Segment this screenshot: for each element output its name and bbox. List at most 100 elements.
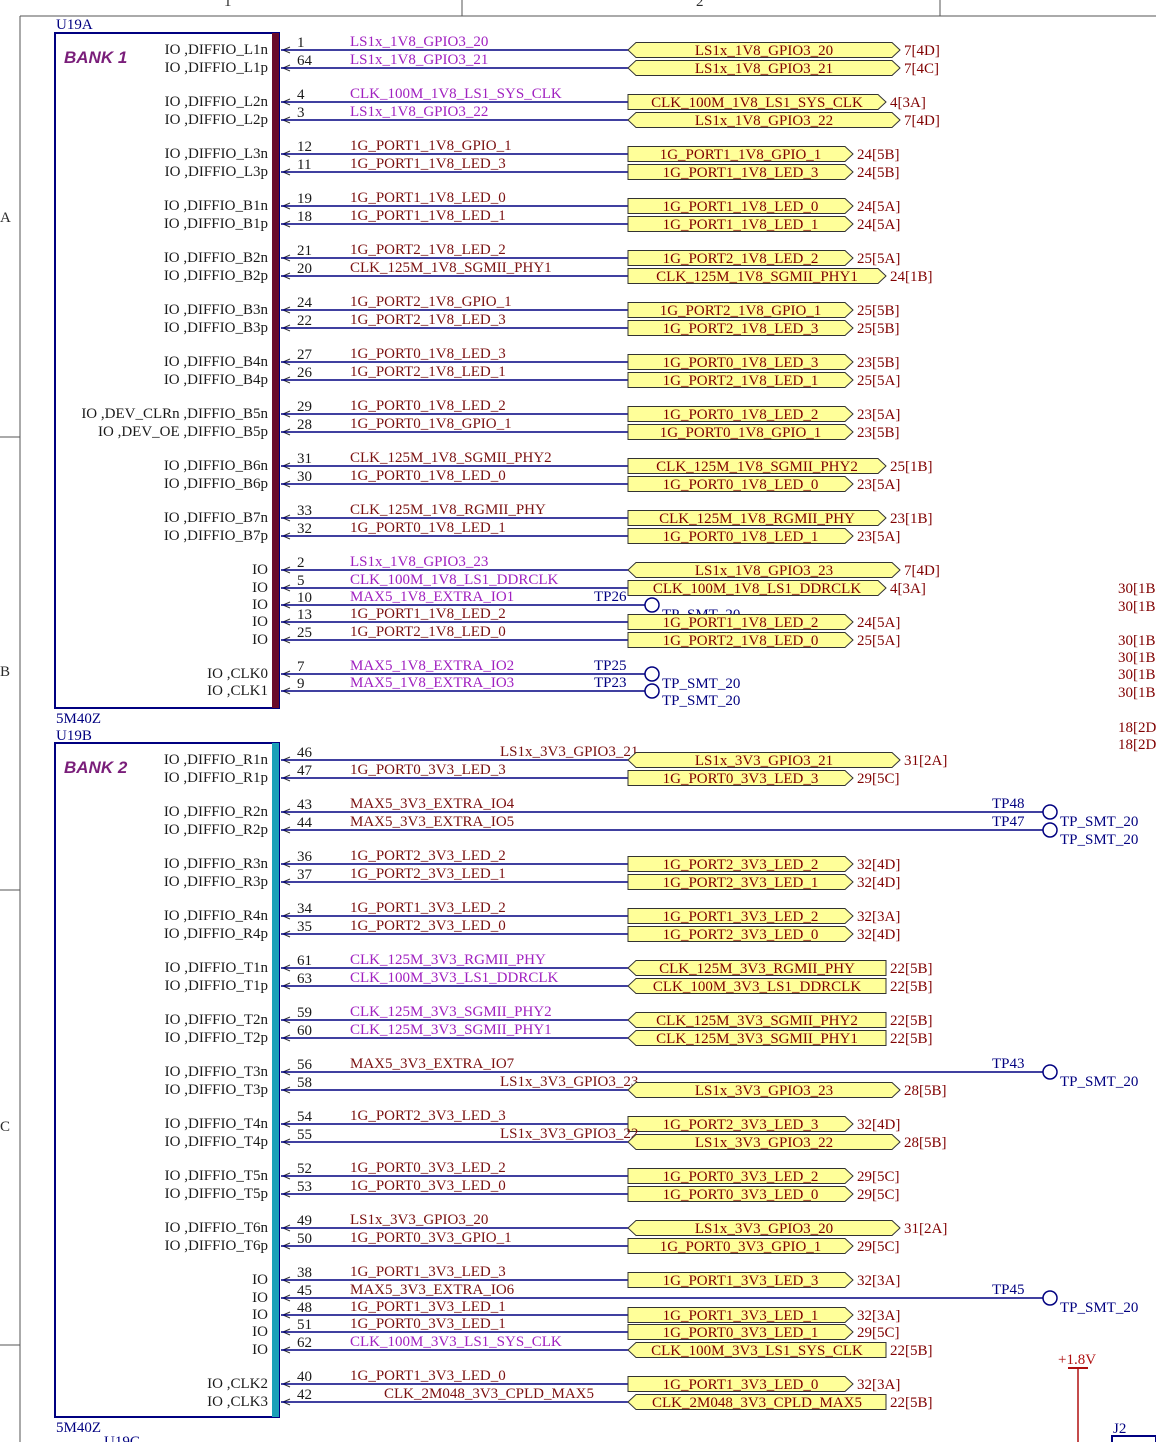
off-sheet-port[interactable] [627, 1342, 887, 1358]
off-sheet-port[interactable] [627, 580, 887, 596]
test-point-icon[interactable] [1042, 804, 1058, 820]
off-sheet-port[interactable] [627, 960, 887, 976]
pin-row[interactable]: IO ,DIFFIO_R1n 46 LS1x_3V3_GPIO3_21 LS1x_3V… [164, 744, 948, 769]
off-sheet-port[interactable] [627, 908, 854, 924]
pin-row[interactable]: IO ,DEV_OE ,DIFFIO_B5p 28 1G_PORT0_1V8_GPI… [98, 416, 900, 441]
pin-row[interactable]: IO ,DIFFIO_B1n 19 1G_PORT1_1V8_LED_0 1G_POR… [164, 190, 901, 215]
pin-row[interactable]: IO ,DIFFIO_B6p 30 1G_PORT0_1V8_LED_0 1G_POR… [164, 468, 901, 493]
off-sheet-port[interactable] [627, 320, 854, 336]
off-sheet-port[interactable] [627, 1116, 854, 1132]
off-sheet-port[interactable] [627, 874, 854, 890]
pin-row[interactable]: IO ,DIFFIO_T5p 53 1G_PORT0_3V3_LED_0 1G_POR… [165, 1178, 900, 1203]
off-sheet-port[interactable] [627, 1168, 854, 1184]
off-sheet-port[interactable] [627, 926, 854, 942]
pin-row[interactable]: IO 62 CLK_100M_3V3_LS1_SYS_CLK CLK_100M_3V3… [252, 1334, 932, 1359]
off-sheet-port[interactable] [627, 406, 854, 422]
pin-row[interactable]: IO ,DIFFIO_R2n 43 MAX5_3V3_EXTRA_IO4 TP48 TP… [164, 796, 1139, 830]
pin-row[interactable]: IO ,DIFFIO_B4n 27 1G_PORT0_1V8_LED_3 1G_POR… [164, 346, 900, 371]
test-point-icon[interactable] [644, 597, 660, 613]
pin-row[interactable]: IO ,CLK2 40 1G_PORT1_3V3_LED_0 1G_PORT1_3V3… [207, 1368, 900, 1393]
off-sheet-port[interactable] [627, 60, 901, 76]
pin-row[interactable]: IO ,DIFFIO_L2n 4 CLK_100M_1V8_LS1_SYS_CLK C… [165, 86, 926, 111]
part-u19b[interactable]: U19B BANK 2 5M40Z U19C [54, 728, 280, 1442]
connector-j2[interactable]: J2 [1111, 1421, 1156, 1442]
pin-row[interactable]: IO ,DIFFIO_T3n 56 MAX5_3V3_EXTRA_IO7 TP43 TP… [165, 1056, 1139, 1090]
pin-row[interactable]: IO ,DIFFIO_T1p 63 CLK_100M_3V3_LS1_DDRCLK C… [165, 970, 933, 995]
pin-row[interactable]: IO 2 LS1x_1V8_GPIO3_23 LS1x_1V8_GPIO3_23 7[4… [252, 554, 940, 579]
off-sheet-port[interactable] [627, 216, 854, 232]
off-sheet-port[interactable] [627, 1324, 854, 1340]
pin-row[interactable]: IO 45 MAX5_3V3_EXTRA_IO6 TP45 TP_SMT_20 [252, 1282, 1138, 1316]
off-sheet-port[interactable] [627, 1376, 854, 1392]
pin-row[interactable]: IO ,DIFFIO_R4n 34 1G_PORT1_3V3_LED_2 1G_POR… [164, 900, 901, 925]
pin-row[interactable]: IO ,DIFFIO_L2p 3 LS1x_1V8_GPIO3_22 LS1x_1V8… [165, 104, 940, 129]
off-sheet-port[interactable] [627, 146, 854, 162]
off-sheet-port[interactable] [627, 1272, 854, 1288]
pin-row[interactable]: IO ,DIFFIO_L1p 64 LS1x_1V8_GPIO3_21 LS1x_1V… [165, 52, 939, 77]
off-sheet-port[interactable] [627, 268, 887, 284]
pin-row[interactable]: IO ,DIFFIO_B2n 21 1G_PORT2_1V8_LED_2 1G_POR… [164, 242, 901, 267]
off-sheet-port[interactable] [627, 372, 854, 388]
pin-row[interactable]: IO ,DIFFIO_B1p 18 1G_PORT1_1V8_LED_1 1G_POR… [164, 208, 901, 233]
pin-row[interactable]: IO ,DIFFIO_B6n 31 CLK_125M_1V8_SGMII_PHY2 C… [164, 450, 933, 475]
off-sheet-port[interactable] [627, 1307, 854, 1323]
pin-row[interactable]: IO ,DIFFIO_B3n 24 1G_PORT2_1V8_GPIO_1 1G_PO… [164, 294, 900, 319]
pin-row[interactable]: IO 13 1G_PORT1_1V8_LED_2 1G_PORT1_1V8_LED_2… [252, 606, 900, 631]
pin-row[interactable]: IO ,DIFFIO_T6p 50 1G_PORT0_3V3_GPIO_1 1G_PO… [165, 1230, 900, 1255]
pin-row[interactable]: IO ,DIFFIO_B7n 33 CLK_125M_1V8_RGMII_PHY CL… [164, 502, 933, 527]
pin-row[interactable]: IO 51 1G_PORT0_3V3_LED_1 1G_PORT0_3V3_LED_1… [252, 1316, 899, 1341]
off-sheet-port[interactable] [627, 1186, 854, 1202]
test-point-icon[interactable] [1042, 1064, 1058, 1080]
off-sheet-port[interactable] [627, 42, 901, 58]
pin-row[interactable]: IO ,DIFFIO_R1p 47 1G_PORT0_3V3_LED_3 1G_POR… [164, 762, 900, 787]
pin-row[interactable]: IO 25 1G_PORT2_1V8_LED_0 1G_PORT2_1V8_LED_0… [252, 624, 900, 649]
pin-row[interactable]: IO ,CLK1 9 MAX5_1V8_EXTRA_IO3 TP23 TP_SMT_20 [207, 675, 740, 709]
off-sheet-port[interactable] [627, 1394, 887, 1410]
pin-row[interactable]: IO ,DIFFIO_T6n 49 LS1x_3V3_GPIO3_20 LS1x_3V… [165, 1212, 948, 1237]
pin-row[interactable]: IO ,DIFFIO_L3n 12 1G_PORT1_1V8_GPIO_1 1G_PO… [165, 138, 900, 163]
pin-row[interactable]: IO ,DIFFIO_R3n 36 1G_PORT2_3V3_LED_2 1G_POR… [164, 848, 901, 873]
off-sheet-port[interactable] [627, 476, 854, 492]
off-sheet-port[interactable] [627, 770, 854, 786]
off-sheet-port[interactable] [627, 1134, 901, 1150]
off-sheet-port[interactable] [627, 632, 854, 648]
pin-row[interactable]: IO 5 CLK_100M_1V8_LS1_DDRCLK CLK_100M_1V8_L… [252, 572, 926, 597]
pin-row[interactable]: IO 48 1G_PORT1_3V3_LED_1 1G_PORT1_3V3_LED_1… [252, 1299, 900, 1324]
off-sheet-port[interactable] [627, 978, 887, 994]
off-sheet-port[interactable] [627, 856, 854, 872]
off-sheet-port[interactable] [627, 112, 901, 128]
power-rail-1v8[interactable]: +1.8V [1058, 1352, 1096, 1442]
pin-row[interactable]: IO 38 1G_PORT1_3V3_LED_3 1G_PORT1_3V3_LED_3… [252, 1264, 900, 1289]
pin-row[interactable]: IO ,DIFFIO_B3p 22 1G_PORT2_1V8_LED_3 1G_POR… [164, 312, 900, 337]
pin-row[interactable]: IO ,DIFFIO_L3p 11 1G_PORT1_1V8_LED_3 1G_POR… [165, 156, 900, 181]
off-sheet-port[interactable] [627, 562, 901, 578]
pin-row[interactable]: IO ,DIFFIO_T2n 59 CLK_125M_3V3_SGMII_PHY2 C… [165, 1004, 933, 1029]
off-sheet-port[interactable] [627, 1082, 901, 1098]
test-point-icon[interactable] [1042, 1290, 1058, 1306]
off-sheet-port[interactable] [627, 1220, 901, 1236]
off-sheet-port[interactable] [627, 94, 887, 110]
pin-row[interactable]: IO ,DIFFIO_B7p 32 1G_PORT0_1V8_LED_1 1G_POR… [164, 520, 901, 545]
off-sheet-port[interactable] [627, 614, 854, 630]
pin-row[interactable]: IO ,DIFFIO_T1n 61 CLK_125M_3V3_RGMII_PHY CL… [165, 952, 933, 977]
pin-row[interactable]: IO ,DIFFIO_B2p 20 CLK_125M_1V8_SGMII_PHY1 C… [164, 260, 933, 285]
part-u19a[interactable]: U19A BANK 1 5M40Z [54, 17, 280, 727]
off-sheet-port[interactable] [627, 458, 887, 474]
pin-row[interactable]: IO ,CLK0 7 MAX5_1V8_EXTRA_IO2 TP25 TP_SMT_20 [207, 658, 740, 692]
pin-row[interactable]: IO ,DEV_CLRn ,DIFFIO_B5n 29 1G_PORT0_1V8_L… [81, 398, 900, 423]
pin-row[interactable]: IO ,DIFFIO_R2p 44 MAX5_3V3_EXTRA_IO5 TP47 TP… [164, 814, 1139, 848]
pin-row[interactable]: IO ,DIFFIO_T5n 52 1G_PORT0_3V3_LED_2 1G_POR… [165, 1160, 900, 1185]
off-sheet-port[interactable] [627, 302, 854, 318]
off-sheet-port[interactable] [627, 164, 854, 180]
off-sheet-port[interactable] [627, 1030, 887, 1046]
pin-row[interactable]: IO ,DIFFIO_T4p 55 LS1x_3V3_GPIO3_22 LS1x_3V… [165, 1126, 947, 1151]
pin-row[interactable]: IO ,DIFFIO_T2p 60 CLK_125M_3V3_SGMII_PHY1 C… [165, 1022, 933, 1047]
off-sheet-port[interactable] [627, 528, 854, 544]
off-sheet-port[interactable] [627, 510, 887, 526]
off-sheet-port[interactable] [627, 250, 854, 266]
pin-row[interactable]: IO ,CLK3 42 CLK_2M048_3V3_CPLD_MAX5 CLK_2M0… [207, 1386, 932, 1411]
off-sheet-port[interactable] [627, 354, 854, 370]
pin-row[interactable]: IO ,DIFFIO_L1n 1 LS1x_1V8_GPIO3_20 LS1x_1V8… [165, 34, 940, 59]
pin-row[interactable]: IO ,DIFFIO_T4n 54 1G_PORT2_3V3_LED_3 1G_POR… [165, 1108, 901, 1133]
pin-row[interactable]: IO ,DIFFIO_R4p 35 1G_PORT2_3V3_LED_0 1G_POR… [164, 918, 901, 943]
